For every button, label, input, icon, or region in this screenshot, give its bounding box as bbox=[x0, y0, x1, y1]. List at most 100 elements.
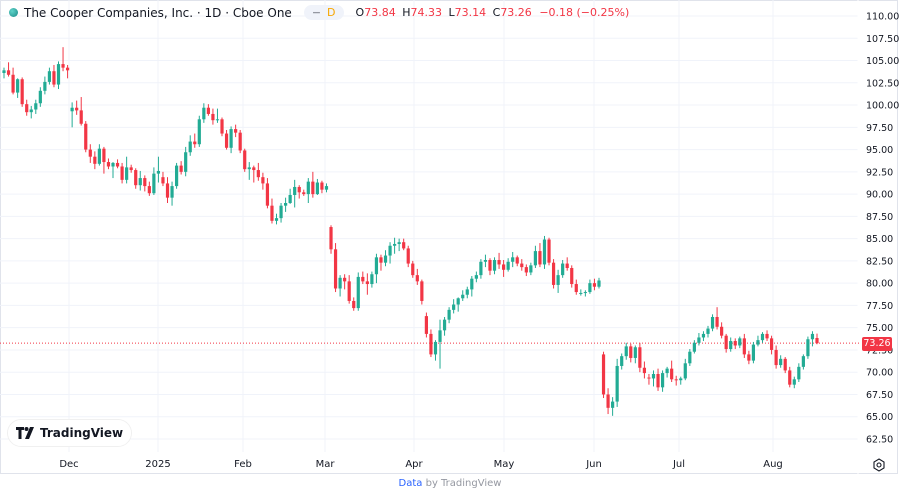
candle-body bbox=[179, 165, 183, 172]
change-value: −0.18 (−0.25%) bbox=[539, 6, 630, 19]
candle-body bbox=[647, 377, 651, 379]
candle-body bbox=[365, 281, 369, 285]
candle-body bbox=[184, 152, 188, 172]
candle-body bbox=[797, 366, 801, 380]
candle-body bbox=[252, 167, 256, 171]
candle-body bbox=[170, 186, 174, 198]
candle-body bbox=[352, 300, 356, 309]
candle-body bbox=[106, 162, 111, 167]
candle-body bbox=[738, 338, 742, 346]
candle-body bbox=[551, 262, 556, 285]
candle-body bbox=[574, 284, 578, 293]
svg-text:Mar: Mar bbox=[316, 459, 336, 470]
candle-body bbox=[588, 283, 592, 293]
candle-body bbox=[488, 259, 492, 271]
svg-text:May: May bbox=[494, 459, 515, 470]
candle-body bbox=[670, 368, 674, 380]
candle-body bbox=[270, 205, 274, 221]
high-label: H bbox=[402, 6, 411, 19]
candle-body bbox=[383, 255, 388, 263]
candle-body bbox=[683, 363, 687, 379]
candle-body bbox=[769, 338, 774, 350]
candle-body bbox=[293, 186, 297, 195]
candle-body bbox=[447, 309, 451, 320]
candle-body bbox=[715, 316, 719, 327]
settings-gear-icon[interactable] bbox=[872, 458, 886, 472]
candle-body bbox=[765, 333, 769, 339]
candle-body bbox=[397, 242, 401, 244]
market-status-badge[interactable]: − D bbox=[303, 5, 344, 20]
candle-body bbox=[688, 351, 692, 364]
candle-body bbox=[206, 107, 210, 114]
candle-body bbox=[38, 90, 42, 104]
symbol-title[interactable]: The Cooper Companies, Inc. · 1D · Cboe O… bbox=[24, 5, 292, 20]
candle-body bbox=[465, 289, 469, 295]
tradingview-logo-text: TradingView bbox=[40, 426, 124, 440]
candle-body bbox=[215, 119, 220, 121]
candle-body bbox=[424, 316, 428, 334]
candle-body bbox=[329, 227, 333, 250]
candle-body bbox=[701, 333, 706, 338]
candle-body bbox=[374, 257, 379, 275]
svg-text:97.50: 97.50 bbox=[866, 123, 893, 134]
svg-text:70.00: 70.00 bbox=[866, 368, 893, 379]
candle-body bbox=[347, 281, 351, 301]
candle-body bbox=[524, 267, 528, 273]
candle-body bbox=[70, 107, 74, 112]
candle-body bbox=[442, 319, 447, 331]
candle-body bbox=[388, 245, 392, 256]
candle-body bbox=[629, 346, 633, 358]
candle-body bbox=[461, 294, 465, 299]
candle-body bbox=[274, 218, 279, 221]
candle-body bbox=[406, 248, 410, 264]
candle-body bbox=[511, 257, 515, 262]
candle-body bbox=[679, 378, 683, 381]
svg-text:67.50: 67.50 bbox=[866, 390, 893, 401]
open-label: O bbox=[355, 6, 365, 19]
candle-body bbox=[152, 173, 156, 194]
candle-body bbox=[438, 330, 442, 342]
candle-body bbox=[788, 370, 792, 385]
close-label: C bbox=[492, 6, 501, 19]
candle-body bbox=[11, 74, 15, 93]
candle-body bbox=[497, 259, 501, 265]
candle-body bbox=[279, 205, 283, 219]
svg-text:Apr: Apr bbox=[405, 459, 423, 470]
candle-body bbox=[751, 344, 756, 361]
candle-body bbox=[338, 277, 342, 289]
candle-body bbox=[202, 107, 206, 120]
candle-body bbox=[565, 263, 569, 269]
candle-body bbox=[783, 358, 787, 371]
candle-body bbox=[361, 276, 365, 282]
candle-body bbox=[411, 263, 415, 276]
candle-body bbox=[6, 70, 11, 75]
candle-body bbox=[492, 259, 497, 271]
svg-text:82.50: 82.50 bbox=[866, 256, 893, 267]
svg-text:92.50: 92.50 bbox=[866, 167, 893, 178]
attribution-text: by TradingView bbox=[422, 478, 502, 489]
svg-text:Aug: Aug bbox=[763, 459, 783, 470]
tradingview-logo[interactable]: TradingView bbox=[8, 420, 132, 446]
candle-body bbox=[343, 277, 347, 282]
data-link[interactable]: Data bbox=[398, 478, 423, 489]
candle-body bbox=[311, 181, 315, 195]
candle-body bbox=[224, 133, 229, 148]
delayed-label: D bbox=[327, 6, 336, 19]
svg-text:105.00: 105.00 bbox=[866, 56, 899, 67]
candle-body bbox=[538, 251, 542, 265]
candle-body bbox=[729, 341, 733, 350]
candle-body bbox=[111, 162, 115, 167]
candle-body bbox=[810, 333, 815, 340]
candle-body bbox=[247, 167, 251, 170]
svg-text:110.00: 110.00 bbox=[866, 12, 899, 23]
candle-body bbox=[61, 64, 65, 68]
candle-body bbox=[229, 129, 233, 148]
close-value: 73.26 bbox=[500, 6, 532, 19]
candle-body bbox=[597, 280, 601, 287]
candle-body bbox=[324, 186, 329, 190]
candle-body bbox=[756, 340, 760, 345]
attribution-footer: Data by TradingView bbox=[0, 478, 900, 489]
candle-body bbox=[56, 64, 61, 85]
candle-body bbox=[34, 103, 38, 110]
